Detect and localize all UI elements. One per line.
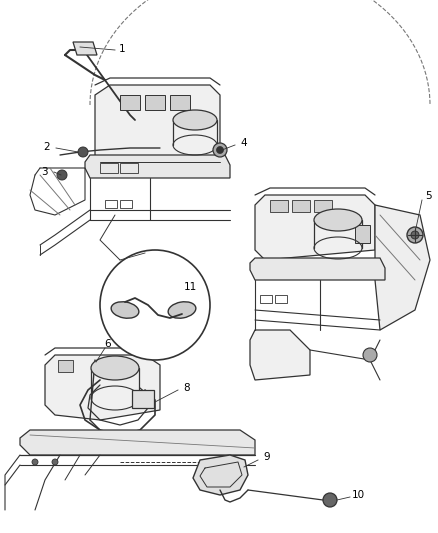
Bar xyxy=(145,95,165,110)
Polygon shape xyxy=(374,205,429,330)
Circle shape xyxy=(362,348,376,362)
Text: 2: 2 xyxy=(44,142,50,152)
Bar xyxy=(291,200,309,212)
Text: 1: 1 xyxy=(118,44,125,54)
Ellipse shape xyxy=(173,110,216,130)
Text: 10: 10 xyxy=(351,490,364,500)
Circle shape xyxy=(32,459,38,465)
Bar xyxy=(354,225,369,243)
Ellipse shape xyxy=(313,209,361,231)
Text: 4: 4 xyxy=(240,138,247,148)
Bar xyxy=(100,163,118,173)
Circle shape xyxy=(212,143,226,157)
Bar xyxy=(58,360,73,372)
Circle shape xyxy=(100,250,209,360)
Bar xyxy=(132,390,154,408)
Circle shape xyxy=(322,493,336,507)
Bar xyxy=(105,200,117,208)
Polygon shape xyxy=(249,330,309,380)
Polygon shape xyxy=(85,155,230,178)
Polygon shape xyxy=(73,42,97,55)
Text: 8: 8 xyxy=(183,383,190,393)
Text: 5: 5 xyxy=(425,191,431,201)
Bar xyxy=(269,200,287,212)
Text: 3: 3 xyxy=(41,167,47,177)
Ellipse shape xyxy=(111,302,138,318)
Text: 9: 9 xyxy=(263,452,270,462)
Polygon shape xyxy=(45,355,159,420)
Polygon shape xyxy=(20,430,254,455)
Circle shape xyxy=(406,227,422,243)
Bar xyxy=(120,163,138,173)
Ellipse shape xyxy=(91,356,139,380)
Bar xyxy=(170,95,190,110)
Circle shape xyxy=(52,459,58,465)
Polygon shape xyxy=(193,455,247,495)
Text: 6: 6 xyxy=(104,339,111,349)
Polygon shape xyxy=(254,195,374,260)
Bar xyxy=(259,295,272,303)
Polygon shape xyxy=(249,258,384,280)
Bar xyxy=(120,200,132,208)
Polygon shape xyxy=(95,85,219,165)
Bar xyxy=(313,200,331,212)
Bar xyxy=(120,95,140,110)
Circle shape xyxy=(78,147,88,157)
Circle shape xyxy=(410,231,418,239)
Ellipse shape xyxy=(168,302,195,318)
Circle shape xyxy=(216,147,223,154)
Bar xyxy=(274,295,286,303)
Text: 11: 11 xyxy=(183,282,196,292)
Circle shape xyxy=(57,170,67,180)
